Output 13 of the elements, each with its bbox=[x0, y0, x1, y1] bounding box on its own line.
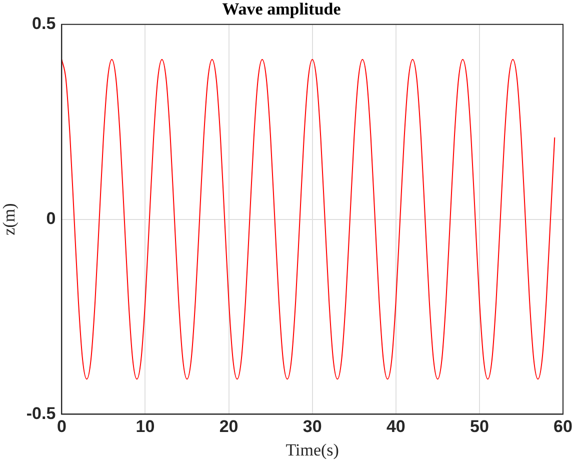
y-axis-title: z(m) bbox=[0, 203, 19, 236]
x-tick-label: 30 bbox=[302, 417, 322, 436]
line-series bbox=[62, 58, 556, 380]
y-tick-label: 0 bbox=[46, 208, 56, 228]
y-tick-label: -0.5 bbox=[26, 404, 56, 423]
x-tick-label: 60 bbox=[554, 417, 572, 436]
chart-title: Wave amplitude bbox=[222, 0, 342, 19]
x-axis-title: Time(s) bbox=[286, 440, 339, 460]
x-tick-label: 50 bbox=[470, 417, 489, 436]
x-tick-label: 20 bbox=[219, 417, 238, 436]
x-tick-label: 10 bbox=[136, 417, 155, 436]
x-tick-label: 40 bbox=[386, 417, 406, 436]
y-tick-label: 0.5 bbox=[32, 14, 56, 34]
